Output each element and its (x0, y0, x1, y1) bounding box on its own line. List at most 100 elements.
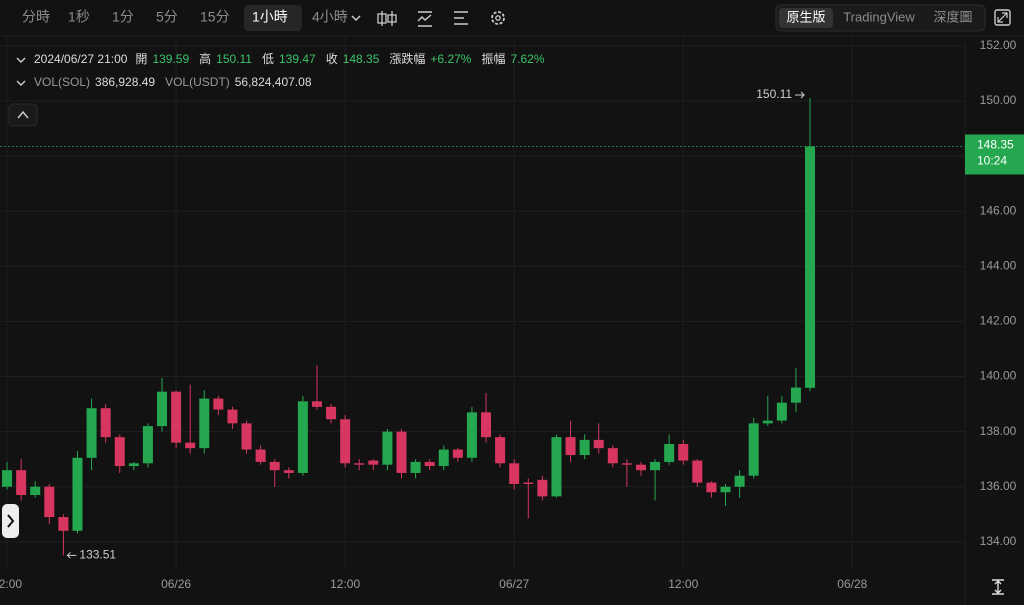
info-high-label: 高 (199, 51, 211, 66)
candle-body (692, 460, 703, 483)
info-open: 139.59 (152, 52, 189, 66)
candle-body (2, 470, 13, 487)
candle-body (396, 431, 407, 473)
candle-body (776, 402, 787, 421)
indicator-icon[interactable] (417, 11, 432, 27)
toolbar: 分時 1秒 1分 5分 15分 1小時 4小時 原生版 TradingView 深度圖 (22, 4, 1011, 32)
y-tick-label: 142.00 (980, 314, 1017, 328)
candle-body (579, 439, 590, 456)
candle-body (354, 463, 365, 465)
info-amp: 7.62% (510, 52, 544, 66)
fullscreen-arrow (997, 12, 1008, 23)
x-tick-label: 12:00 (668, 577, 698, 591)
candle-body (664, 444, 675, 462)
info-close-label: 收 (326, 52, 338, 66)
interval-button[interactable]: 1秒 (68, 9, 90, 25)
row-chevron[interactable] (16, 57, 26, 63)
interval-button[interactable]: 1小時 (252, 9, 288, 25)
view-button[interactable]: 原生版 (786, 9, 825, 24)
candle-body (382, 431, 393, 465)
info-change-label: 漲跌幅 (389, 51, 425, 66)
candle-body (227, 409, 238, 424)
candle-body (72, 457, 83, 531)
interval-button[interactable]: 15分 (200, 9, 230, 25)
fullscreen-icon[interactable] (994, 9, 1011, 26)
info-low-label: 低 (262, 52, 274, 66)
list-icon[interactable] (454, 11, 468, 25)
candle-body (255, 449, 266, 462)
x-tick-label: 12:00 (330, 577, 360, 591)
candle-type-icon[interactable] (377, 11, 397, 26)
collapse-icon (17, 110, 29, 119)
interval-button[interactable]: 5分 (156, 9, 178, 25)
interval-active-bg (244, 5, 302, 31)
row-chevron[interactable] (16, 80, 26, 86)
settings-icon[interactable] (491, 11, 505, 25)
interval-button[interactable]: 1分 (112, 9, 134, 25)
candle-body (565, 437, 576, 456)
candle-body (438, 449, 449, 467)
last-price-box (965, 134, 1024, 175)
dropdown-icon[interactable] (351, 15, 361, 22)
y-tick-label: 152.00 (980, 38, 1017, 52)
expand-button[interactable] (2, 504, 19, 538)
y-tick-label: 136.00 (980, 479, 1017, 493)
y-tick-label: 150.00 (980, 93, 1017, 107)
x-tick-label: 06/26 (161, 577, 191, 591)
candle-body (340, 419, 351, 464)
candle-body (44, 486, 55, 518)
x-tick-label: 12:00 (0, 577, 22, 591)
interval-button[interactable]: 分時 (22, 9, 50, 25)
candle-body (551, 437, 562, 497)
candle-body (157, 391, 168, 427)
candle-body (790, 387, 801, 403)
collapse-button[interactable] (8, 103, 38, 127)
settings-icon-center (495, 15, 501, 21)
x-tick-label: 06/27 (499, 577, 529, 591)
y-tick-label: 146.00 (980, 203, 1017, 217)
y-tick-label: 134.00 (980, 534, 1017, 548)
candle-body (593, 439, 604, 449)
axis-fit-icon[interactable] (992, 579, 1004, 595)
candle-body (100, 408, 111, 438)
interval-button[interactable]: 4小時 (312, 9, 348, 25)
candle-body (58, 517, 69, 531)
candle-body (452, 449, 463, 458)
info-change: +6.27% (430, 52, 471, 66)
candle-body (706, 482, 717, 493)
candle-body (523, 482, 534, 484)
candle-body (495, 437, 506, 464)
candle-body (650, 461, 661, 471)
high-annotation: 150.11 (756, 87, 792, 101)
candle-body (424, 461, 435, 467)
candle-body (748, 423, 759, 476)
candle-body (326, 406, 337, 420)
candle-body (734, 475, 745, 487)
candle-body (269, 461, 280, 471)
info-time: 2024/06/27 21:00 (34, 52, 128, 66)
plot (0, 36, 965, 568)
view-button[interactable]: TradingView (843, 9, 915, 24)
candle-body (621, 463, 632, 465)
candle-body (678, 444, 689, 461)
candle-body (213, 398, 224, 410)
view-button[interactable]: 深度圖 (933, 9, 972, 24)
countdown-label: 10:24 (977, 154, 1007, 168)
candle-body (720, 486, 731, 493)
candle-body (466, 412, 477, 458)
y-tick-label: 140.00 (980, 369, 1017, 383)
candle-body (805, 146, 816, 388)
info-vol1: 386,928.49 (95, 75, 155, 89)
candle-body (171, 391, 182, 443)
candle-body (481, 412, 492, 438)
info-vol2: 56,824,407.08 (235, 75, 312, 89)
candle-body (199, 398, 210, 449)
info-panel: 2024/06/27 21:00 開 139.59 高 150.11 低 139.47 收 14… (16, 51, 545, 89)
low-annotation: 133.51 (79, 547, 116, 561)
y-tick-label: 144.00 (980, 258, 1017, 272)
info-high: 150.11 (216, 52, 252, 66)
candle-body (283, 470, 294, 473)
candle-body (607, 448, 618, 464)
